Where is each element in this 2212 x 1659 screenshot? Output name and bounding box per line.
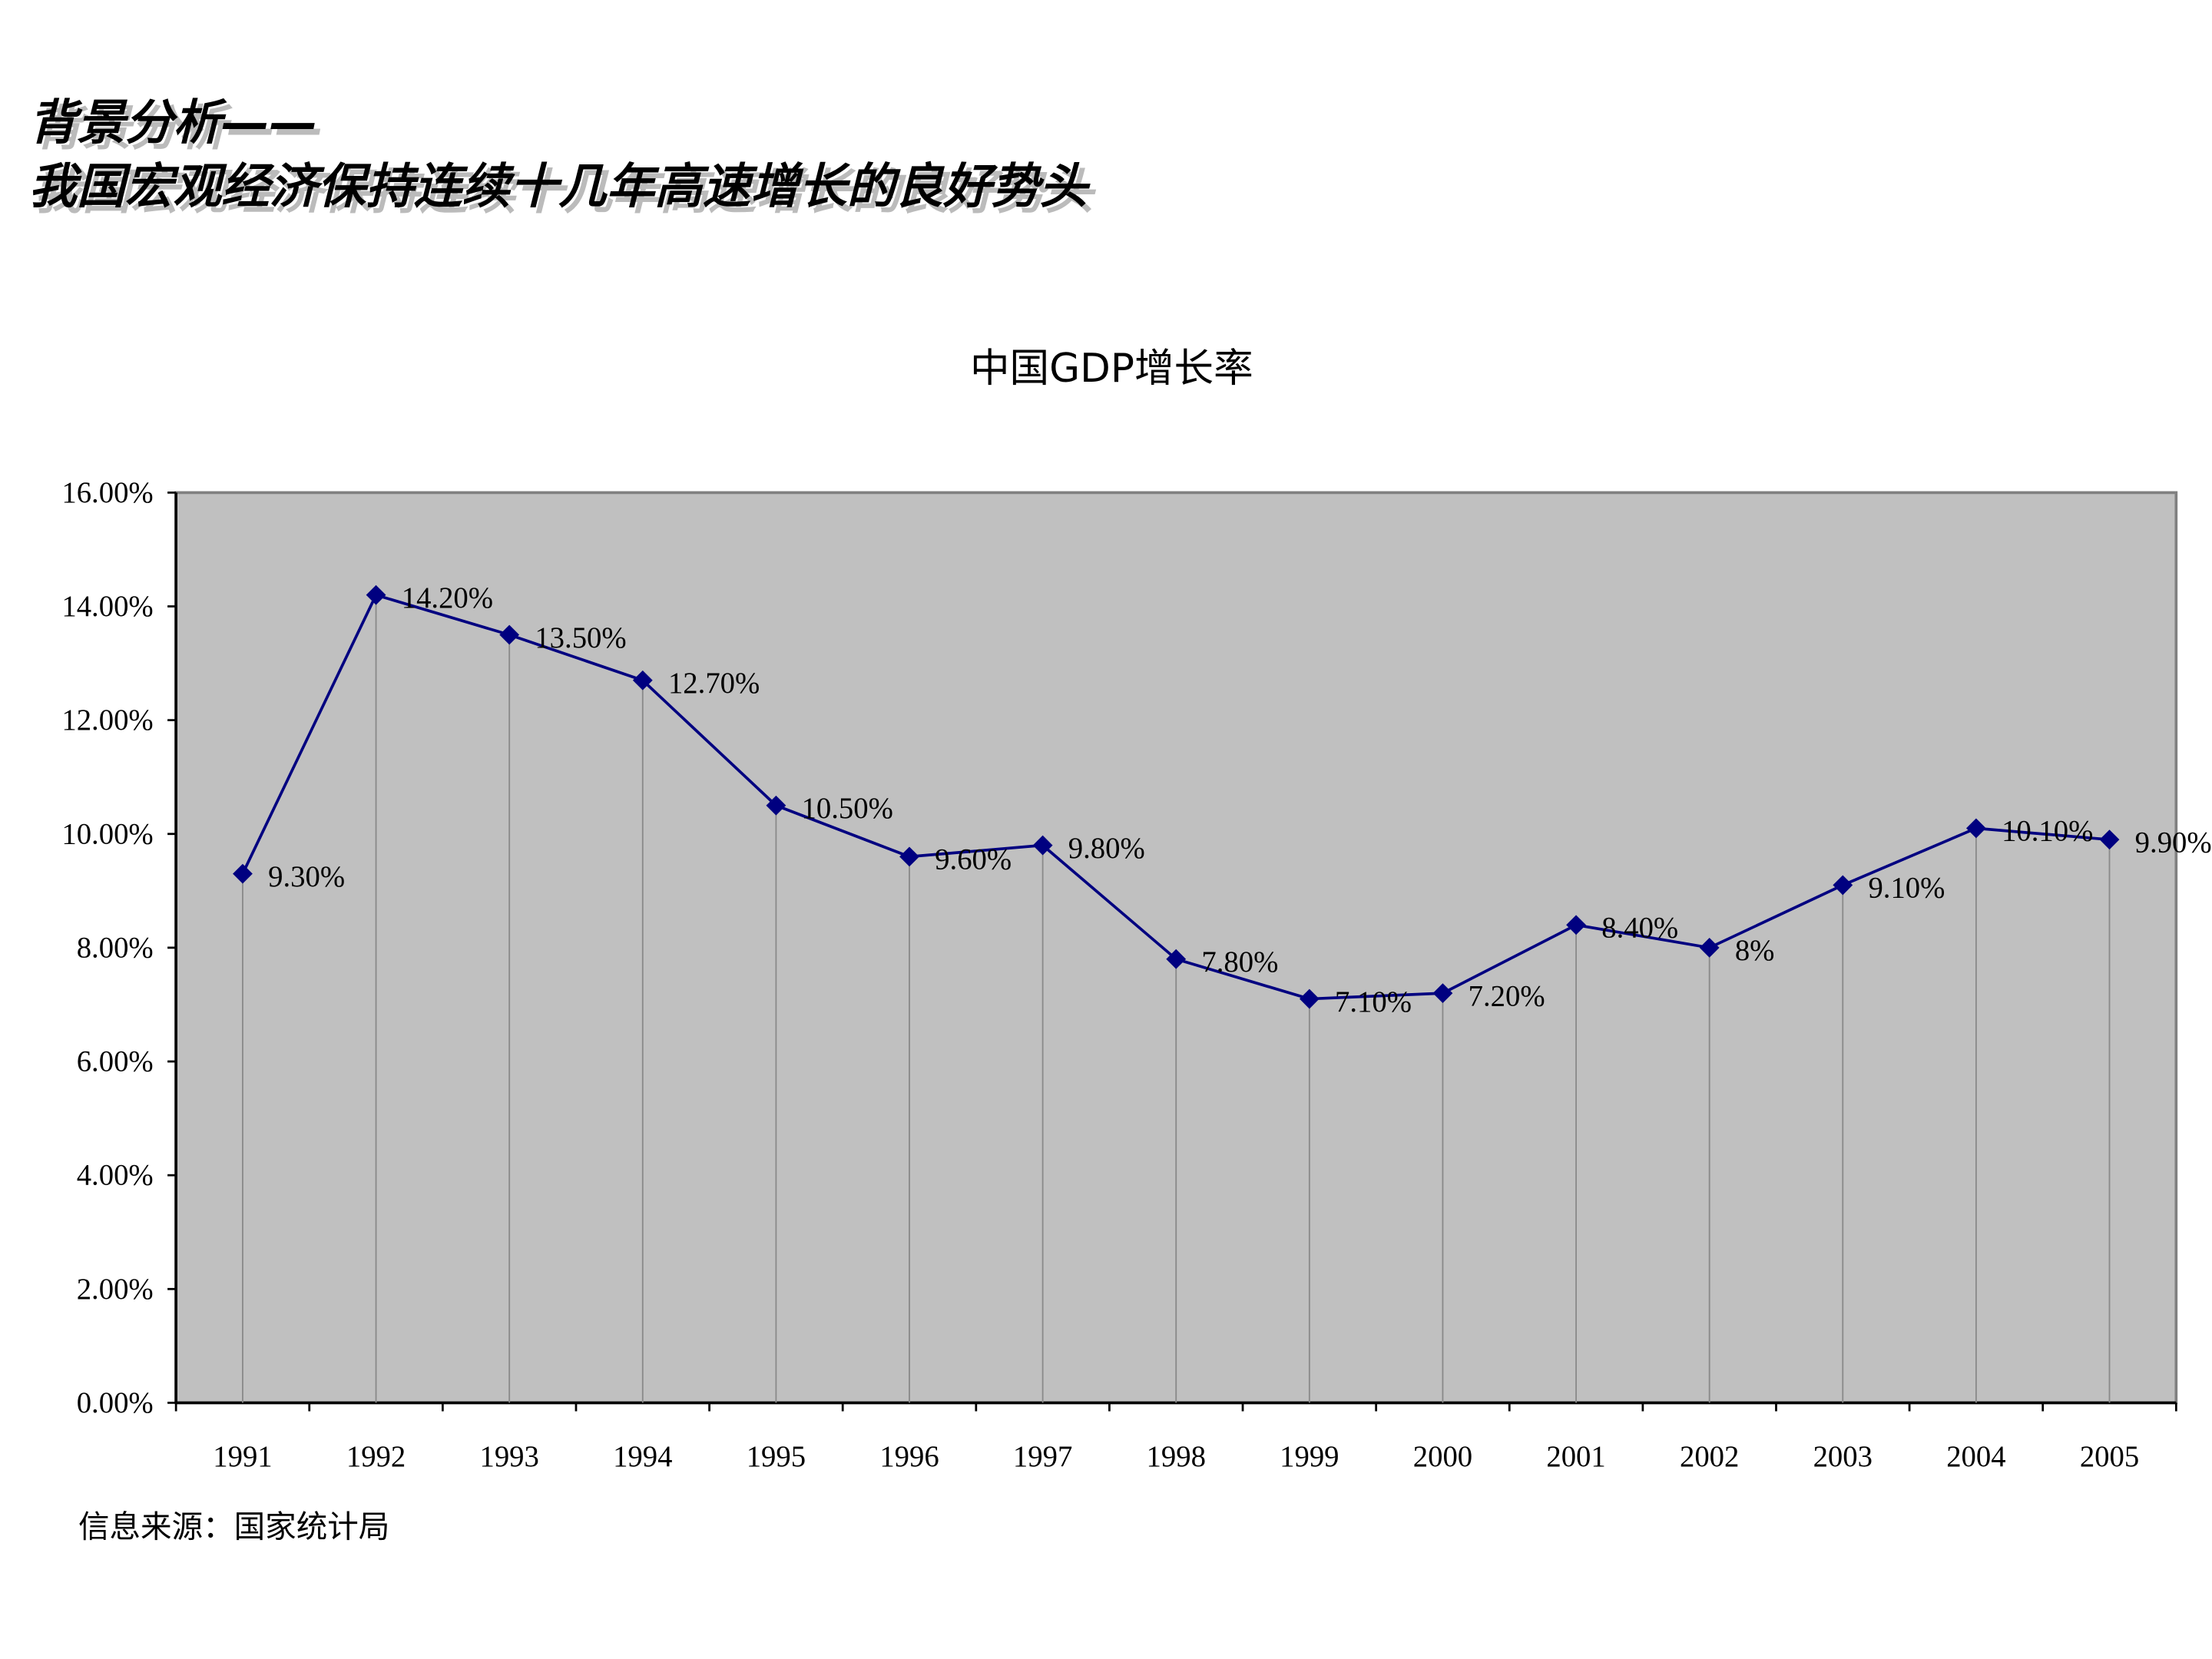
x-tick-label: 1997 bbox=[1013, 1441, 1072, 1473]
x-tick-label: 2003 bbox=[1813, 1441, 1873, 1473]
y-tick-label: 16.00% bbox=[61, 477, 153, 509]
y-tick-label: 0.00% bbox=[77, 1387, 154, 1419]
chart-title: 中国GDP增长率 bbox=[970, 346, 1253, 392]
y-tick-label: 8.00% bbox=[77, 932, 154, 964]
marker bbox=[1032, 835, 1053, 856]
data-label: 8.40% bbox=[1601, 912, 1678, 945]
marker bbox=[1566, 915, 1586, 935]
marker bbox=[766, 795, 786, 816]
marker bbox=[899, 846, 919, 867]
data-label: 14.20% bbox=[402, 582, 493, 614]
data-label: 9.90% bbox=[2135, 826, 2212, 859]
source: 信息来源：国家统计局 bbox=[78, 1508, 389, 1545]
x-tick-label: 1996 bbox=[879, 1441, 939, 1473]
x-tick-label: 2002 bbox=[1680, 1441, 1739, 1473]
y-tick-label: 4.00% bbox=[77, 1160, 154, 1192]
marker bbox=[1299, 988, 1320, 1009]
y-tick-label: 12.00% bbox=[61, 704, 153, 737]
header-line: 背景分析—— bbox=[28, 94, 317, 151]
data-label: 13.50% bbox=[535, 622, 626, 654]
data-label: 7.80% bbox=[1201, 946, 1278, 979]
x-tick-label: 1993 bbox=[479, 1441, 538, 1473]
header-shadow: 我国宏观经济保持连续十几年高速增长的良好势头 bbox=[35, 164, 1097, 220]
x-tick-label: 2000 bbox=[1413, 1441, 1472, 1473]
x-tick-label: 1999 bbox=[1280, 1441, 1339, 1473]
data-label: 10.10% bbox=[2002, 816, 2093, 848]
x-tick-label: 2001 bbox=[1546, 1441, 1605, 1473]
data-label: 7.10% bbox=[1335, 986, 1412, 1018]
marker bbox=[1833, 875, 1853, 896]
data-label: 9.60% bbox=[935, 844, 1012, 876]
x-tick-label: 2005 bbox=[2080, 1441, 2139, 1473]
y-tick-label: 6.00% bbox=[77, 1046, 154, 1078]
x-tick-label: 1991 bbox=[213, 1441, 272, 1473]
data-label: 9.30% bbox=[268, 861, 345, 893]
x-tick-label: 1994 bbox=[613, 1441, 672, 1473]
data-label: 9.10% bbox=[1868, 873, 1945, 905]
y-tick-label: 14.00% bbox=[61, 591, 153, 623]
data-label: 12.70% bbox=[668, 667, 760, 700]
data-label: 10.50% bbox=[802, 793, 893, 825]
y-tick-label: 2.00% bbox=[77, 1273, 154, 1306]
x-tick-label: 1995 bbox=[747, 1441, 806, 1473]
x-tick-label: 1998 bbox=[1147, 1441, 1206, 1473]
x-tick-label: 1992 bbox=[346, 1441, 406, 1473]
data-label: 9.80% bbox=[1068, 833, 1145, 865]
x-tick-label: 2004 bbox=[1946, 1441, 2005, 1473]
header-line: 我国宏观经济保持连续十几年高速增长的良好势头 bbox=[28, 158, 1091, 214]
marker bbox=[366, 584, 386, 605]
data-label: 8% bbox=[1735, 935, 1775, 967]
header-shadow: 背景分析—— bbox=[35, 100, 323, 156]
marker bbox=[632, 670, 653, 690]
marker bbox=[1432, 983, 1453, 1004]
marker bbox=[1965, 818, 1986, 839]
y-tick-label: 10.00% bbox=[61, 818, 153, 850]
data-label: 7.20% bbox=[1469, 980, 1545, 1012]
